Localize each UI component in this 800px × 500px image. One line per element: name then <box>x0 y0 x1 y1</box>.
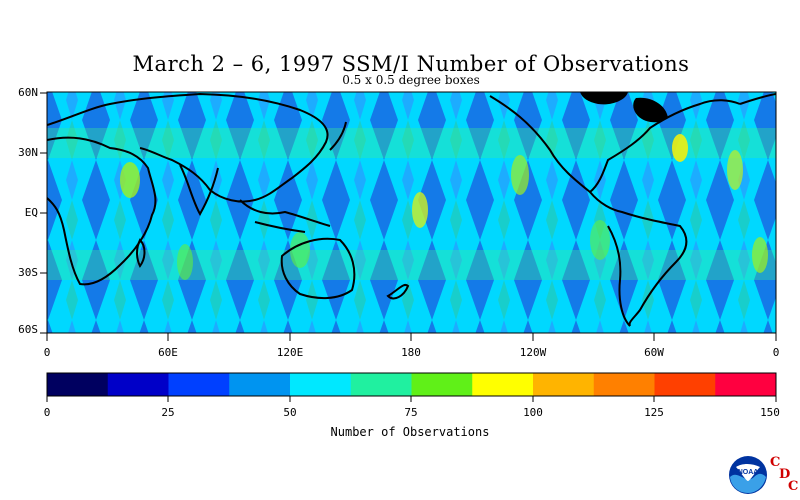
cdc-letter-c2: C <box>788 479 799 494</box>
japan-coast <box>329 121 347 151</box>
noaa-logo-text: NOAA <box>738 469 759 476</box>
lon-label-120w: 120W <box>519 346 547 359</box>
colorbar-tick-50: 50 <box>283 406 297 419</box>
lon-label-0-east: 0 <box>772 346 780 359</box>
colorbar-tick-150: 150 <box>760 406 780 419</box>
colorbar-swatch-7 <box>472 373 534 396</box>
lon-label-180: 180 <box>401 346 421 359</box>
colorbar-tick-0: 0 <box>43 406 51 419</box>
cdc-letter-c1: C <box>770 455 781 470</box>
lon-label-60e: 60E <box>158 346 178 359</box>
colorbar-swatch-11 <box>715 373 777 396</box>
southeast-asia-coast <box>239 199 331 227</box>
colorbar-tick-125: 125 <box>644 406 664 419</box>
colorbar-swatch-1 <box>107 373 169 396</box>
colorbar-ticks <box>46 396 777 402</box>
landmass-fill <box>580 92 668 123</box>
colorbar-swatch-6 <box>411 373 473 396</box>
lat-label-60n: 60N <box>18 86 38 99</box>
australia-coast <box>280 237 356 300</box>
south-america-coast <box>589 191 688 327</box>
colorbar-title: Number of Observations <box>330 425 490 439</box>
colorbar-swatch-9 <box>593 373 655 396</box>
colorbar-tick-25: 25 <box>161 406 175 419</box>
indonesia-coast <box>254 221 306 233</box>
eurasia-coast <box>47 92 329 203</box>
africa-coast <box>47 136 157 286</box>
madagascar-coast <box>136 238 146 268</box>
colorbar <box>47 373 777 396</box>
north-america-coast <box>489 95 741 194</box>
colorbar-swatch-10 <box>654 373 716 396</box>
colorbar-tick-100: 100 <box>523 406 543 419</box>
lon-label-60w: 60W <box>644 346 664 359</box>
lon-label-0: 0 <box>43 346 51 359</box>
lat-label-60s: 60S <box>18 323 38 336</box>
coastlines <box>47 92 776 327</box>
noaa-logo-icon: NOAA <box>729 456 767 494</box>
colorbar-swatch-2 <box>168 373 230 396</box>
colorbar-swatch-8 <box>533 373 595 396</box>
lat-label-30s: 30S <box>18 266 38 279</box>
india-coast <box>179 164 219 217</box>
greenland-coast <box>739 93 776 105</box>
colorbar-swatch-0 <box>47 373 109 396</box>
colorbar-swatch-4 <box>290 373 352 396</box>
colorbar-swatch-5 <box>350 373 412 396</box>
lat-ticks <box>40 92 47 334</box>
cdc-letter-d: D <box>779 467 791 482</box>
colorbar-swatch-3 <box>229 373 291 396</box>
map-subtitle: 0.5 x 0.5 degree boxes <box>342 73 480 87</box>
map-title: March 2 – 6, 1997 SSM/I Number of Observ… <box>132 52 690 76</box>
new-zealand-coast <box>386 284 410 300</box>
lat-label-eq: EQ <box>24 206 38 219</box>
colorbar-tick-75: 75 <box>404 406 418 419</box>
lon-ticks <box>46 333 777 341</box>
lat-label-30n: 30N <box>18 146 38 159</box>
observation-field <box>47 92 776 333</box>
lon-label-120e: 120E <box>276 346 304 359</box>
